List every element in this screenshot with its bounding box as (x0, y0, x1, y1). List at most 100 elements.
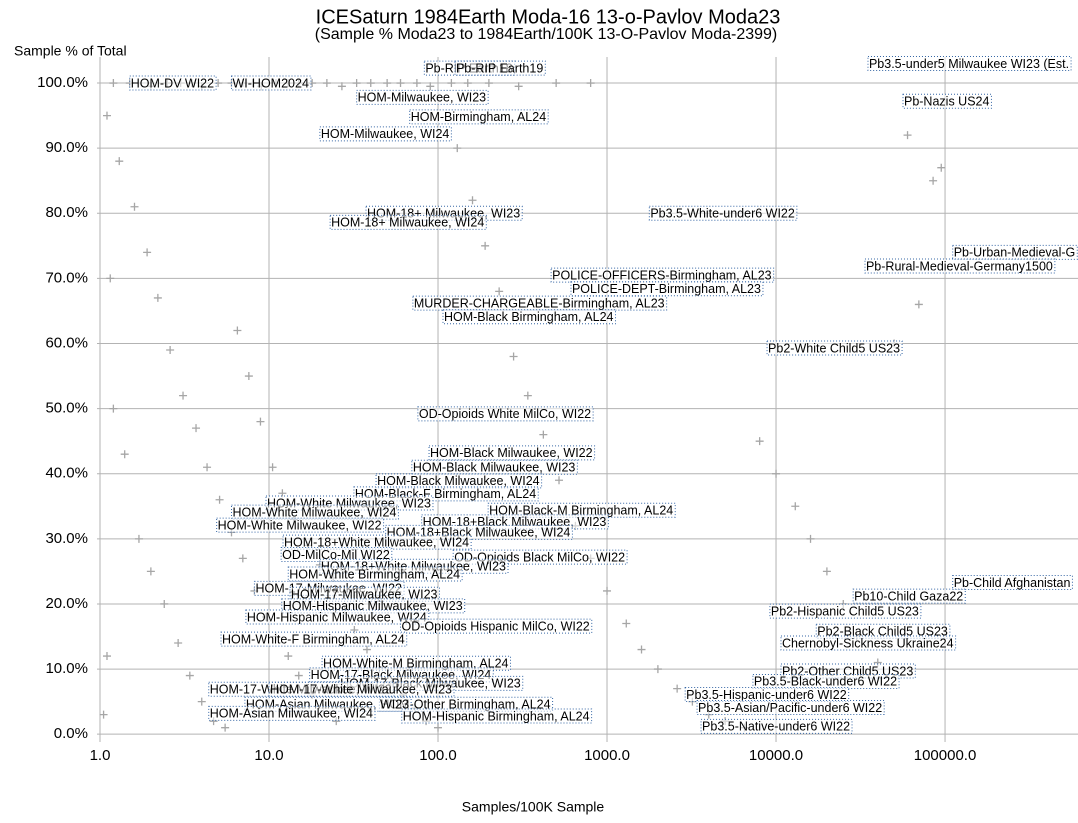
point (244, 372, 253, 381)
y-tick-label: 100.0% (37, 74, 88, 91)
point (238, 554, 247, 563)
annotation-box (428, 445, 596, 461)
annotation-box (216, 517, 385, 533)
point (653, 665, 662, 674)
annotation-label: Pb-Child Afghanistan (954, 576, 1071, 590)
point (791, 502, 800, 511)
point (106, 274, 115, 283)
y-tick-label: 90.0% (45, 139, 88, 156)
point (268, 463, 277, 472)
x-tick-label: 100.0 (419, 747, 457, 764)
point (153, 293, 162, 302)
point (903, 131, 912, 140)
point (509, 352, 518, 361)
annotation-label: Pb3.5-Asian/Pacific-under6 WI22 (698, 701, 882, 715)
annotation-label: Pb-RIP Earth19 (456, 61, 543, 75)
y-tick-label: 60.0% (45, 334, 88, 351)
annotation-box (412, 295, 668, 311)
point (914, 300, 923, 309)
annotation-label: HOM-Milwaukee, WI24 (321, 127, 450, 141)
point (434, 723, 443, 732)
x-tick-label: 1.0 (90, 747, 111, 764)
annotation-label: POLICE-DEPT-Birmingham, AL23 (572, 282, 761, 296)
point (552, 79, 561, 88)
annotations-layer: Pb-RIP Earth18Pb-RIP Earth19Pb3.5-under5… (129, 56, 1078, 734)
annotation-box (289, 586, 441, 602)
point (937, 163, 946, 172)
annotation-label: HOM-Other Birmingham, AL24 (380, 698, 550, 712)
annotation-label: HOM-Milwaukee, WI23 (358, 91, 487, 105)
annotation-box (280, 546, 393, 562)
point (256, 417, 265, 426)
point (174, 639, 183, 648)
annotation-label: HOM-Hispanic Birmingham, AL24 (403, 709, 590, 723)
y-tick-label: 40.0% (45, 465, 88, 482)
annotation-label: HOM-White-M Birmingham, AL24 (323, 657, 509, 671)
annotation-box (409, 109, 549, 125)
point (294, 671, 303, 680)
point (495, 287, 504, 296)
chart-title: ICESaturn 1984Earth Moda-16 13-o-Pavlov … (316, 6, 781, 28)
annotation-label: HOM-White Birmingham, AL24 (289, 567, 460, 581)
annotation-label: HOM-18+ Milwaukee, WI24 (331, 216, 484, 230)
annotation-label: Pb2-Hispanic Child5 US23 (771, 604, 919, 618)
annotation-box (129, 75, 217, 91)
annotation-label: WI-HOM2024 (233, 76, 309, 90)
point (115, 157, 124, 166)
annotation-label: HOM-DV WI22 (131, 76, 214, 90)
annotation-box (867, 56, 1072, 72)
annotation-box (442, 309, 616, 325)
point (822, 567, 831, 576)
point (463, 79, 472, 88)
annotation-label: HOM-White Milwaukee, WI22 (218, 518, 382, 532)
annotation-box (815, 623, 951, 639)
annotation-label: HOM-Black Milwaukee, WI23 (413, 461, 576, 475)
y-tick-label: 10.0% (45, 660, 88, 677)
annotation-box (570, 281, 764, 297)
point (179, 391, 188, 400)
y-tick-label: 30.0% (45, 530, 88, 547)
annotation-box (454, 60, 546, 76)
annotation-box (375, 473, 543, 489)
annotation-box (696, 699, 885, 715)
annotation-box (411, 459, 578, 475)
x-tick-label: 1000.0 (584, 747, 630, 764)
point (806, 534, 815, 543)
point (772, 469, 781, 478)
annotation-label: HOM-Black Milwaukee, WI22 (430, 446, 593, 460)
point (523, 391, 532, 400)
annotation-box (902, 93, 992, 109)
point (362, 645, 371, 654)
point (146, 567, 155, 576)
annotation-label: Pb10-Child Gaza22 (854, 589, 963, 603)
point (383, 79, 392, 88)
annotation-label: HOM-White-F Birmingham, AL24 (222, 632, 405, 646)
annotation-box (282, 534, 472, 550)
y-tick-label: 50.0% (45, 400, 88, 417)
point (197, 697, 206, 706)
annotation-box (684, 686, 850, 702)
y-tick-label: 70.0% (45, 269, 88, 286)
point (166, 346, 175, 355)
annotation-label: Chernobyl-Sickness Ukraine24 (782, 636, 954, 650)
annotation-box (268, 681, 455, 697)
annotation-label: OD-MilCo-Mil WI22 (282, 548, 390, 562)
annotation-box (287, 566, 463, 582)
point (447, 79, 456, 88)
point (484, 79, 493, 88)
point (555, 476, 564, 485)
annotation-box (700, 718, 853, 734)
point (481, 241, 490, 250)
annotation-box (766, 340, 903, 356)
annotation-label: Pb-Nazis US24 (904, 95, 989, 109)
y-tick-label: 20.0% (45, 595, 88, 612)
annotation-label: Pb-Urban-Medieval-G (954, 246, 1076, 260)
chart-subtitle: (Sample % Moda23 to 1984Earth/100K 13-O-… (315, 26, 777, 43)
point (673, 684, 682, 693)
point (284, 652, 293, 661)
point (109, 404, 118, 413)
point (102, 111, 111, 120)
point (453, 144, 462, 153)
